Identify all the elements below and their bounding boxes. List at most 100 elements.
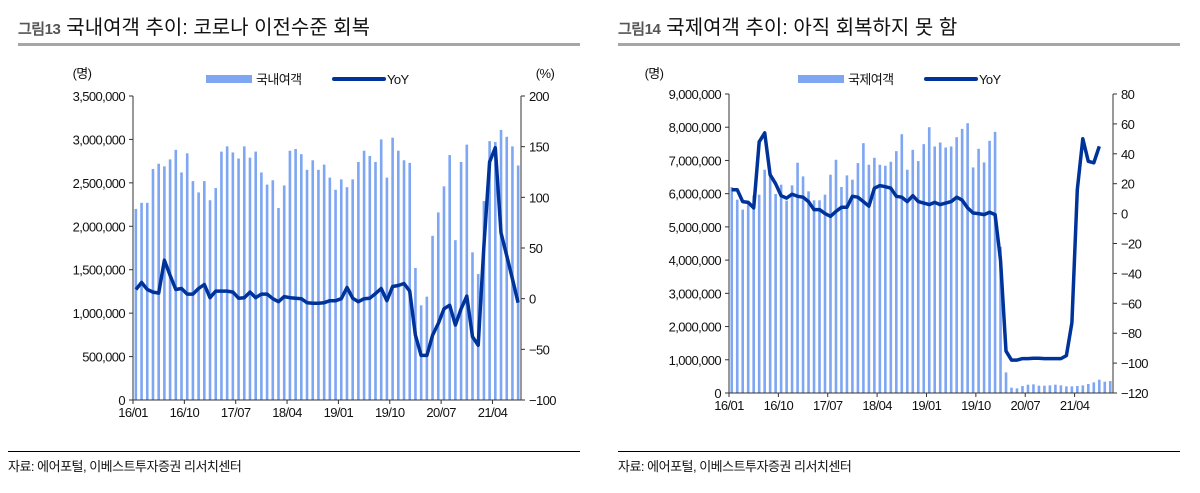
- bar: [916, 161, 920, 393]
- bar: [834, 159, 838, 393]
- bar: [741, 209, 745, 393]
- bar: [1004, 372, 1008, 393]
- bar: [911, 149, 915, 393]
- bar: [1087, 384, 1090, 393]
- bar: [442, 186, 446, 400]
- x-tick-label: 19/01: [324, 405, 354, 420]
- bar: [157, 163, 160, 400]
- legend-bar-swatch: [798, 75, 844, 83]
- bar: [374, 162, 377, 400]
- bar: [1043, 385, 1046, 393]
- title-divider: [18, 43, 580, 46]
- right-tick-label: 60: [1121, 117, 1135, 132]
- bar: [988, 140, 991, 393]
- bar: [397, 150, 400, 400]
- x-tick-label: 16/01: [118, 405, 148, 420]
- left-tick-label: 1,000,000: [73, 306, 126, 321]
- bar: [231, 152, 235, 400]
- bar: [334, 189, 337, 400]
- left-tick-label: 3,000,000: [73, 132, 126, 147]
- left-tick-label: 1,500,000: [73, 263, 126, 278]
- international-passenger-chart: 0 1,000,000 2,000,000 3,000,000 4,000,000 5,0…: [645, 66, 1149, 413]
- bar: [851, 179, 854, 393]
- yoy-line: [731, 131, 1101, 362]
- bar: [351, 179, 354, 400]
- bar: [311, 160, 315, 400]
- bar: [955, 137, 958, 393]
- bar: [829, 174, 832, 393]
- left-tick-label: 3,500,000: [73, 89, 126, 104]
- bar: [1054, 384, 1057, 393]
- bar: [208, 200, 212, 400]
- bar: [818, 200, 821, 393]
- bar: [214, 188, 218, 400]
- bar: [1010, 387, 1013, 393]
- bar: [197, 192, 200, 400]
- source-divider: [618, 451, 1180, 452]
- bar: [873, 157, 876, 393]
- bar: [1037, 385, 1041, 393]
- source-note: 자료: 에어포털, 이베스트투자증권 리서치센터: [618, 459, 852, 474]
- yoy-line: [134, 145, 520, 358]
- bar: [282, 185, 286, 400]
- bar: [949, 146, 953, 393]
- right-tick-label: −60: [1121, 296, 1142, 311]
- bar: [1026, 384, 1030, 393]
- bar: [807, 191, 810, 393]
- bar: [867, 164, 871, 393]
- x-tick-label: 20/07: [1010, 398, 1040, 413]
- bar: [248, 157, 252, 400]
- bar: [768, 174, 772, 393]
- bar: [305, 169, 309, 400]
- x-tick-label: 19/10: [961, 398, 991, 413]
- bar: [785, 200, 788, 393]
- left-tick-label: 1,000,000: [669, 353, 722, 368]
- chart-title: 그림13 국내여객 추이: 코로나 이전수준 회복: [18, 11, 370, 40]
- right-tick-label: 0: [1121, 207, 1128, 222]
- legend-bar-label: 국내여객: [256, 72, 301, 87]
- bar: [845, 175, 849, 393]
- right-tick-label: 150: [529, 140, 549, 155]
- left-unit-label: (명): [645, 66, 664, 81]
- right-tick-label: 50: [529, 241, 543, 256]
- right-tick-label: 40: [1121, 147, 1135, 162]
- bar: [288, 150, 292, 400]
- x-tick-label: 17/07: [813, 398, 843, 413]
- bar: [271, 180, 275, 400]
- bar: [796, 162, 799, 393]
- bar: [254, 151, 257, 400]
- left-tick-label: 3,000,000: [669, 286, 722, 301]
- bar: [402, 160, 406, 400]
- x-tick-label: 16/10: [764, 398, 794, 413]
- left-tick-label: 2,000,000: [73, 219, 126, 234]
- left-tick-label: 0: [714, 386, 721, 401]
- bar: [927, 127, 931, 393]
- bar: [752, 195, 755, 393]
- bar: [265, 184, 269, 400]
- bar: [482, 201, 486, 400]
- bar: [185, 153, 189, 400]
- bar: [494, 142, 497, 400]
- bar: [1081, 385, 1085, 393]
- bar: [884, 165, 887, 393]
- bar: [425, 296, 429, 400]
- bar: [505, 136, 509, 400]
- x-tick-label: 19/10: [375, 405, 405, 420]
- bar: [779, 184, 783, 393]
- bar: [862, 143, 865, 393]
- bar: [1076, 386, 1079, 393]
- bar: [1032, 384, 1035, 393]
- bar: [735, 199, 739, 393]
- left-tick-label: 5,000,000: [669, 220, 722, 235]
- bar: [339, 179, 343, 400]
- bar: [895, 151, 898, 393]
- bar: [385, 177, 389, 400]
- bar: [220, 151, 223, 400]
- bar: [1092, 382, 1096, 393]
- left-tick-label: 0: [118, 393, 125, 408]
- bar: [448, 155, 451, 400]
- bar: [436, 212, 440, 400]
- bar: [1065, 386, 1068, 393]
- bar: [856, 163, 860, 393]
- bar: [1015, 388, 1019, 393]
